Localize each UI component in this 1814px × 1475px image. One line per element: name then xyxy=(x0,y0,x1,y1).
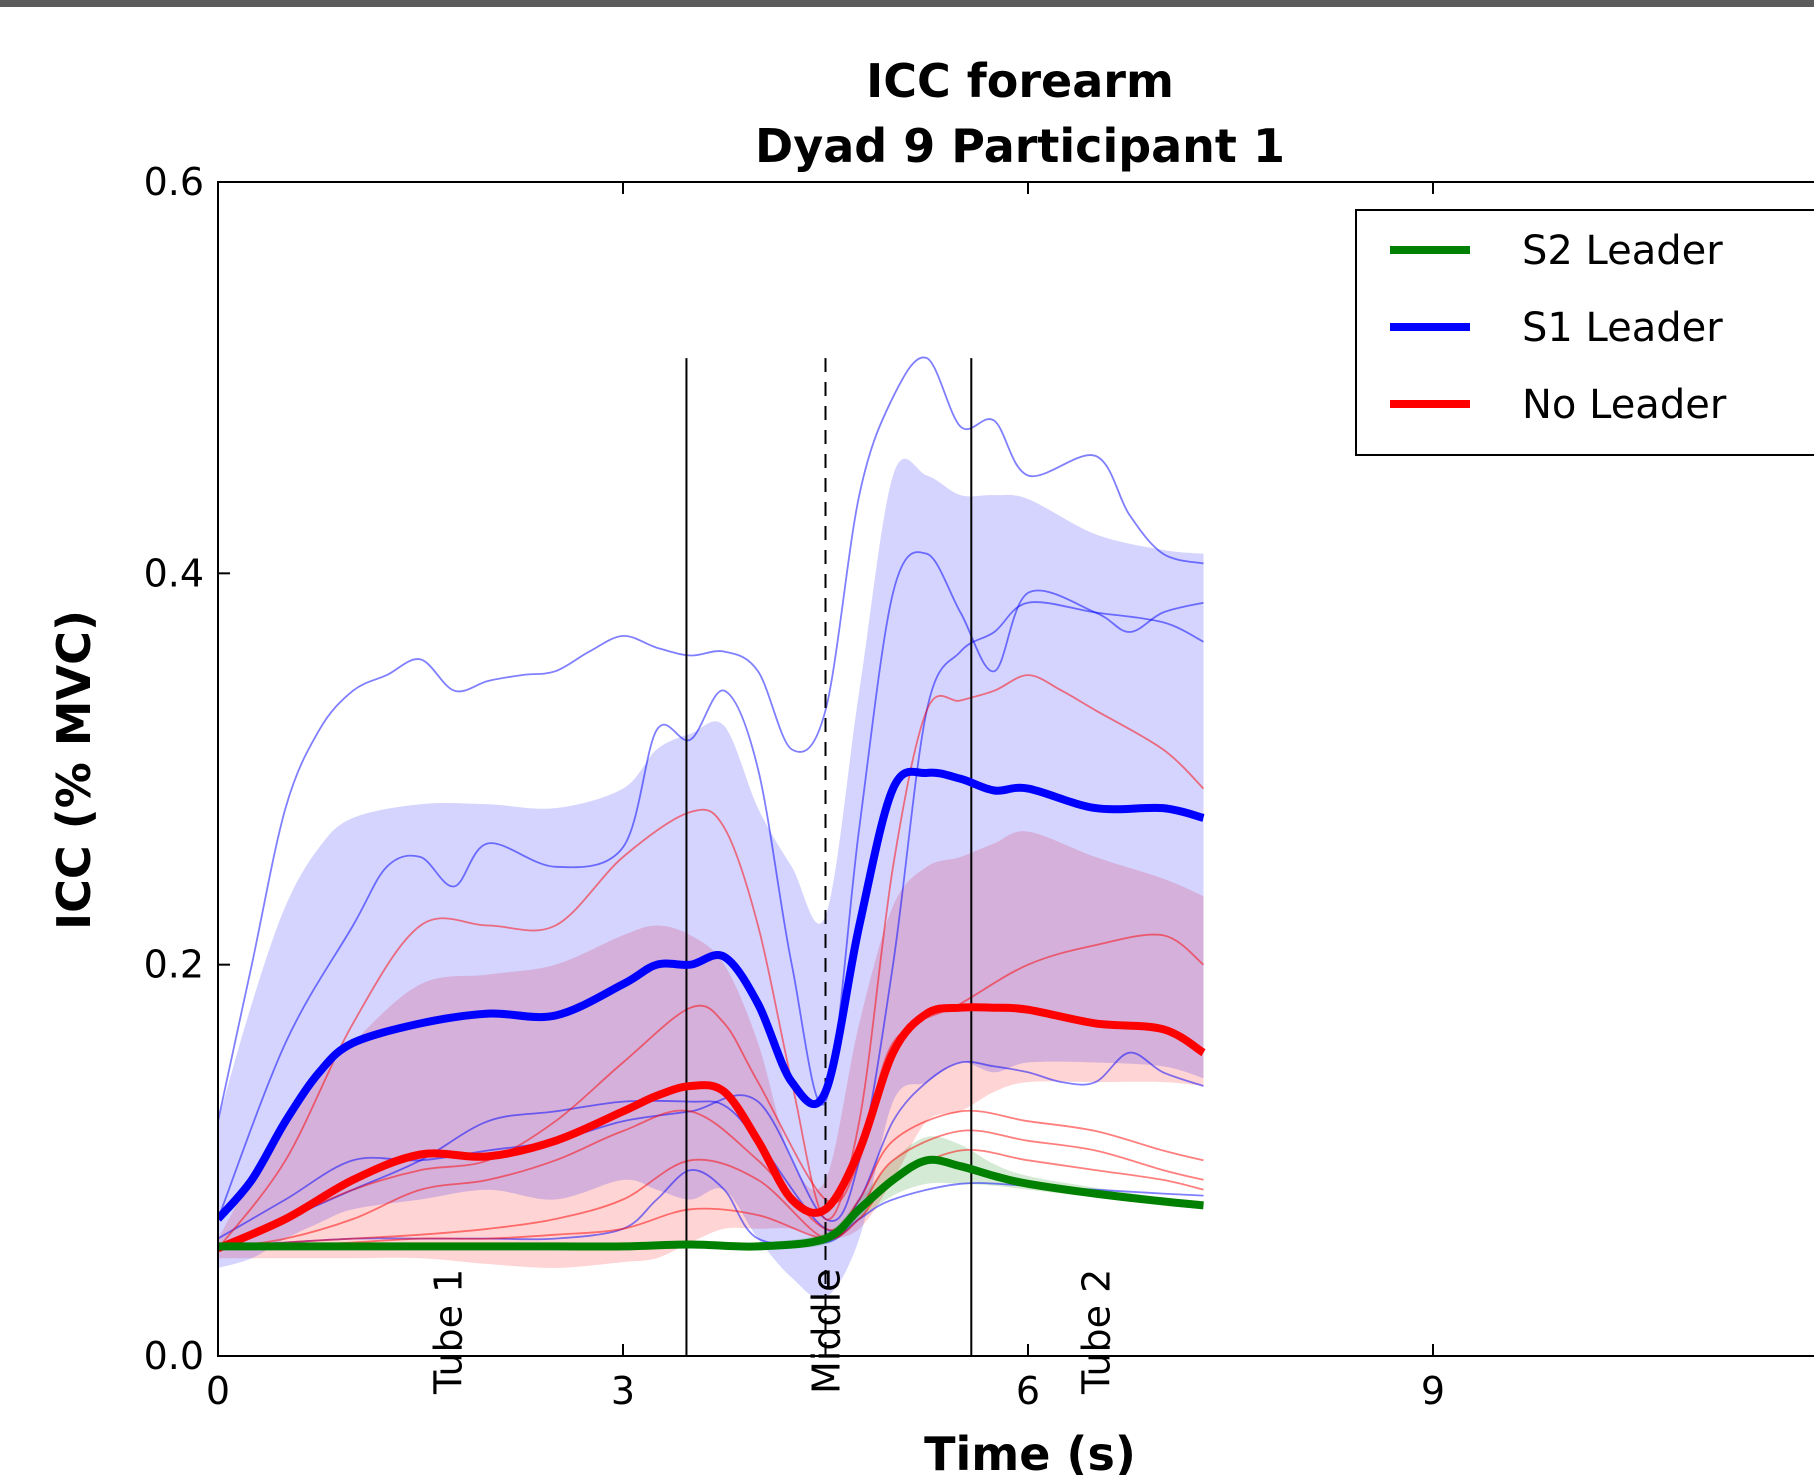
x-tick-label: 9 xyxy=(1421,1369,1445,1413)
event-annotation-2: Middle xyxy=(805,1268,849,1394)
mean-lines xyxy=(218,767,1206,1253)
y-axis-label: ICC (% MVC) xyxy=(47,610,101,930)
no-leader-mean-line xyxy=(218,1003,1206,1253)
event-annotation-1: Tube 1 xyxy=(427,1269,471,1395)
s2-leader-mean-line xyxy=(218,1155,1204,1251)
legend: S2 Leader S1 Leader No Leader xyxy=(1355,209,1814,456)
s1-leader-band xyxy=(218,458,1204,1299)
event-annotations: Tube 1 Middle Tube 2 xyxy=(427,1268,1119,1395)
window-top-border xyxy=(0,0,1814,7)
no-leader-trial-line-1 xyxy=(218,674,1205,1249)
s1-leader-legend-label: S1 Leader xyxy=(1522,305,1723,351)
x-tick-label: 0 xyxy=(206,1369,230,1413)
x-tick-label: 6 xyxy=(1016,1369,1040,1413)
s1-leader-trial-line-1 xyxy=(218,356,1204,1122)
no-leader-trial-line-5 xyxy=(218,1148,1204,1250)
event-markers xyxy=(685,358,973,1356)
y-tick-label: 0.0 xyxy=(144,1334,204,1378)
s1-leader-trial-line-3 xyxy=(218,601,1204,1240)
x-axis-ticks: 0 3 6 9 xyxy=(206,182,1445,1413)
y-tick-label: 0.2 xyxy=(144,943,204,987)
s1-leader-trial-line-2 xyxy=(218,551,1204,1220)
x-tick-label: 3 xyxy=(611,1369,635,1413)
s2-leader-legend-label: S2 Leader xyxy=(1522,228,1723,274)
event-annotation-3: Tube 2 xyxy=(1075,1269,1119,1395)
y-axis-ticks: 0.0 0.2 0.4 0.6 xyxy=(144,160,230,1378)
no-leader-trial-line-4 xyxy=(218,1129,1204,1250)
trial-lines xyxy=(218,356,1205,1250)
chart-title-line-2: Dyad 9 Participant 1 xyxy=(755,119,1285,173)
y-tick-label: 0.6 xyxy=(144,160,204,204)
no-leader-trial-line-2 xyxy=(218,933,1205,1250)
no-leader-legend-label: No Leader xyxy=(1522,382,1727,428)
x-axis-label: Time (s) xyxy=(924,1427,1136,1475)
y-tick-label: 0.4 xyxy=(144,551,204,595)
s1-leader-mean-line xyxy=(218,767,1205,1222)
chart-title-line-1: ICC forearm xyxy=(866,54,1174,108)
no-leader-trial-line-3 xyxy=(218,1109,1204,1250)
